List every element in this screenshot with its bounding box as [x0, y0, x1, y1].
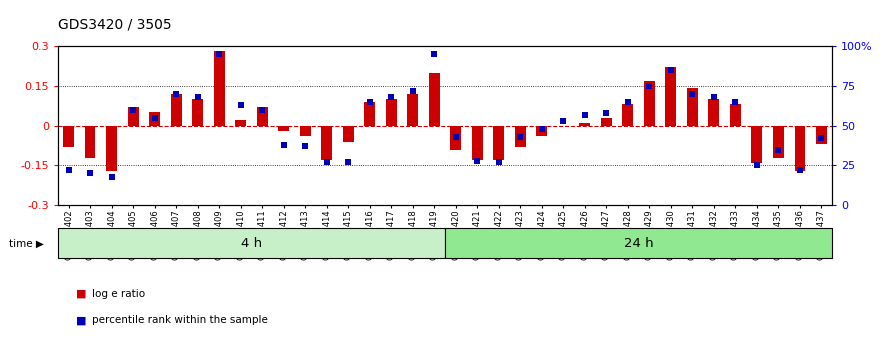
- Bar: [106, 126, 117, 171]
- Bar: [386, 99, 397, 126]
- Point: [514, 134, 528, 139]
- Point: [255, 107, 270, 113]
- Point: [535, 126, 549, 132]
- Bar: [622, 104, 633, 126]
- Bar: [730, 104, 740, 126]
- Point: [277, 142, 291, 148]
- Point: [556, 118, 570, 124]
- Point: [212, 51, 226, 57]
- Bar: [279, 126, 289, 131]
- Bar: [687, 88, 698, 126]
- Point: [599, 110, 613, 116]
- Point: [126, 107, 141, 113]
- Point: [83, 171, 97, 176]
- Point: [449, 134, 463, 139]
- Bar: [751, 126, 762, 163]
- Point: [233, 102, 247, 108]
- Bar: [515, 126, 526, 147]
- Point: [620, 99, 635, 105]
- Text: ■: ■: [76, 289, 86, 299]
- Bar: [429, 73, 440, 126]
- Bar: [128, 107, 139, 126]
- Bar: [537, 126, 547, 136]
- Point: [772, 147, 786, 152]
- Bar: [257, 107, 268, 126]
- Point: [814, 136, 829, 141]
- Point: [362, 99, 376, 105]
- Point: [104, 174, 118, 179]
- Bar: [773, 126, 784, 158]
- Bar: [171, 94, 182, 126]
- Point: [685, 91, 700, 97]
- Point: [320, 159, 334, 165]
- Point: [148, 115, 162, 120]
- Text: 4 h: 4 h: [241, 237, 262, 250]
- Bar: [472, 126, 482, 160]
- Point: [578, 112, 592, 117]
- Bar: [300, 126, 311, 136]
- Bar: [364, 102, 375, 126]
- Bar: [795, 126, 805, 171]
- Bar: [708, 99, 719, 126]
- Point: [190, 94, 205, 100]
- Bar: [85, 126, 95, 158]
- Bar: [343, 126, 353, 142]
- Point: [470, 158, 484, 164]
- Text: percentile rank within the sample: percentile rank within the sample: [92, 315, 268, 325]
- Bar: [235, 120, 246, 126]
- Bar: [58, 228, 445, 258]
- Point: [749, 163, 764, 169]
- Bar: [493, 126, 504, 160]
- Point: [664, 67, 678, 73]
- Bar: [445, 228, 832, 258]
- Point: [406, 88, 420, 93]
- Point: [707, 94, 721, 100]
- Bar: [192, 99, 203, 126]
- Point: [491, 159, 506, 165]
- Bar: [214, 51, 224, 126]
- Bar: [579, 123, 590, 126]
- Point: [728, 99, 742, 105]
- Bar: [644, 80, 655, 126]
- Bar: [150, 113, 160, 126]
- Bar: [601, 118, 611, 126]
- Bar: [450, 126, 461, 149]
- Point: [793, 167, 807, 173]
- Text: GDS3420 / 3505: GDS3420 / 3505: [58, 18, 172, 32]
- Point: [384, 94, 399, 100]
- Text: ■: ■: [76, 315, 86, 325]
- Text: log e ratio: log e ratio: [92, 289, 145, 299]
- Point: [169, 91, 183, 97]
- Point: [427, 51, 441, 57]
- Point: [298, 144, 312, 149]
- Bar: [408, 94, 418, 126]
- Text: 24 h: 24 h: [624, 237, 653, 250]
- Point: [61, 167, 76, 173]
- Bar: [321, 126, 332, 160]
- Point: [643, 83, 657, 88]
- Bar: [816, 126, 827, 144]
- Bar: [63, 126, 74, 147]
- Point: [341, 159, 355, 165]
- Bar: [666, 67, 676, 126]
- Text: time ▶: time ▶: [9, 238, 44, 249]
